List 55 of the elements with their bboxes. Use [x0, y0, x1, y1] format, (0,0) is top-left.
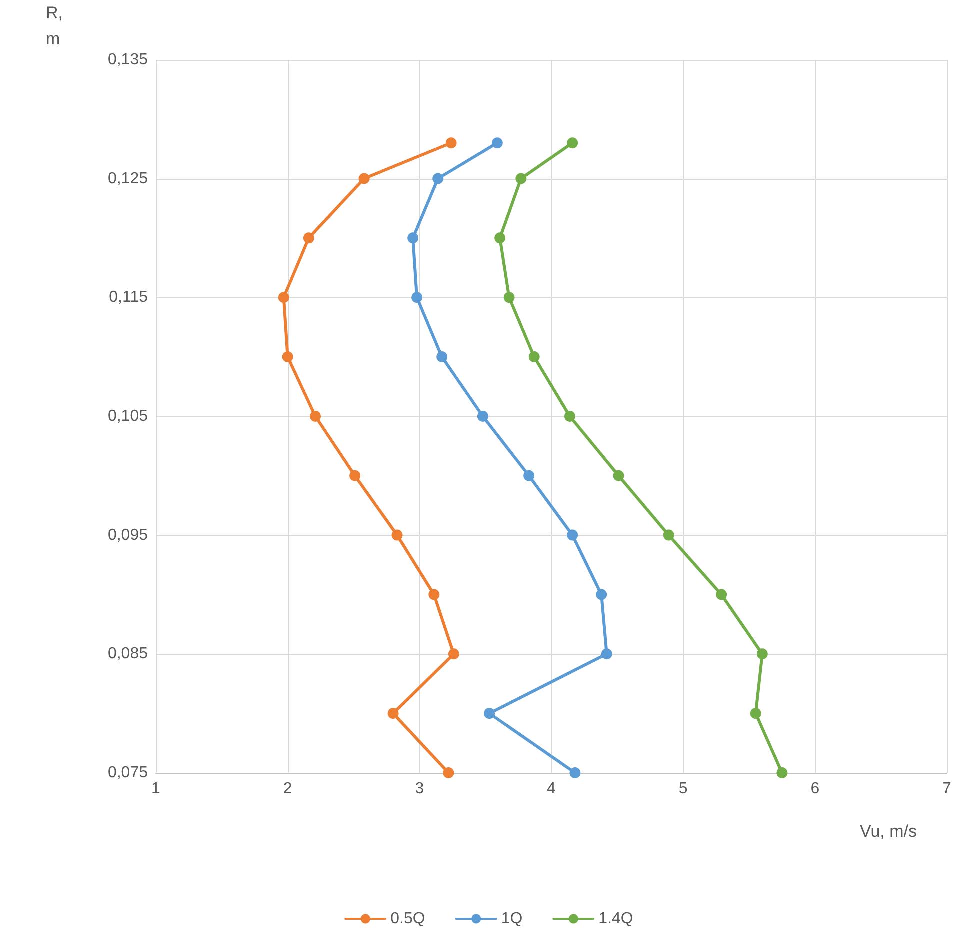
point: [570, 768, 581, 778]
y-axis-title: R, m: [46, 4, 63, 48]
point: [596, 589, 608, 600]
y-tick-label: 0,105: [108, 408, 148, 425]
point: [663, 530, 674, 541]
point: [448, 648, 460, 660]
point: [408, 232, 419, 244]
point: [446, 138, 457, 149]
point: [567, 530, 578, 541]
point: [303, 232, 314, 244]
y-tick-label: 0,115: [109, 289, 148, 306]
point: [358, 173, 370, 184]
point: [282, 352, 294, 363]
legend-label: 1.4Q: [598, 910, 634, 928]
y-tick-label: 0,095: [108, 526, 148, 544]
point: [504, 292, 515, 304]
point: [750, 708, 762, 720]
x-tick-label: 3: [415, 780, 424, 798]
point: [443, 768, 454, 778]
legend-label: 1Q: [501, 910, 523, 928]
point: [428, 589, 440, 600]
point: [613, 470, 624, 482]
point: [716, 589, 728, 600]
point: [756, 648, 768, 660]
x-tick-label: 6: [810, 780, 820, 798]
point: [484, 708, 496, 720]
point: [477, 410, 488, 422]
x-tick-label: 2: [283, 780, 292, 798]
y-tick-label: 0,125: [108, 170, 148, 188]
point: [310, 410, 322, 422]
x-tick-label: 4: [547, 780, 556, 798]
y-tick-label: 0,085: [108, 646, 148, 663]
legend-label: 0.5Q: [390, 910, 426, 928]
point: [494, 232, 506, 244]
x-axis-title: Vu, m/s: [860, 822, 917, 841]
point: [776, 768, 788, 778]
point: [601, 648, 612, 660]
point: [567, 138, 578, 149]
point: [436, 352, 448, 363]
point: [516, 173, 527, 184]
point: [278, 292, 290, 304]
x-tick-label: 5: [678, 780, 688, 798]
point: [528, 352, 540, 363]
y-tick-label: 0,135: [108, 51, 148, 68]
point: [412, 292, 423, 304]
point: [432, 173, 444, 184]
point: [492, 138, 503, 149]
point: [388, 708, 399, 720]
x-tick-label: 7: [942, 780, 952, 798]
point: [524, 470, 535, 482]
x-tick-label: 1: [152, 780, 161, 798]
point: [564, 410, 576, 422]
point: [350, 470, 361, 482]
point: [392, 530, 403, 541]
y-tick-label: 0,075: [108, 764, 148, 782]
